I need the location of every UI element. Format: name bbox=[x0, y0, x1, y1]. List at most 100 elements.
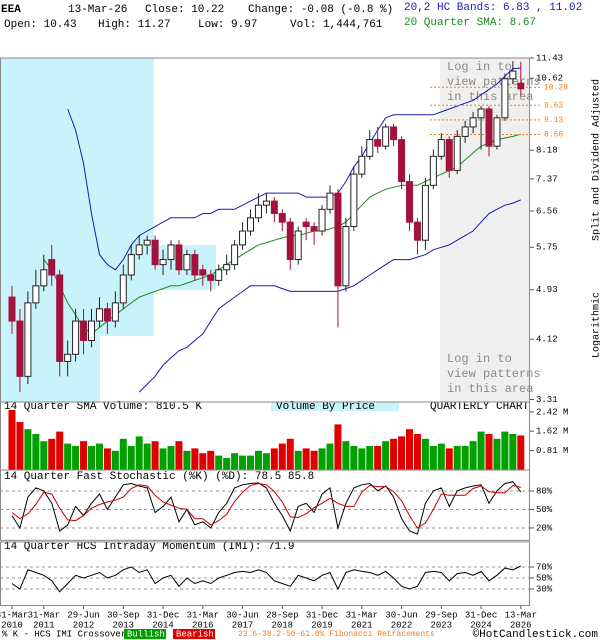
x-tick-label: 2010 bbox=[1, 620, 23, 630]
symbol: EEA bbox=[1, 4, 21, 16]
candle-body bbox=[429, 155, 437, 186]
candle-body bbox=[366, 139, 374, 157]
volume-bar bbox=[509, 434, 517, 470]
volume-title: 14 Quarter SMA Volume: 810.5 K bbox=[4, 401, 202, 413]
volume-bar bbox=[207, 450, 215, 470]
login-text: Log in to bbox=[447, 352, 512, 366]
candle-body bbox=[421, 184, 429, 241]
scale-label: Logarithmic bbox=[591, 292, 600, 358]
x-tick-label: 2016 bbox=[192, 620, 214, 630]
x-tick-label: 31-Mar bbox=[346, 610, 378, 620]
volume-bar bbox=[262, 453, 270, 470]
x-tick-label: 2022 bbox=[391, 620, 413, 630]
adjusted-label: Split and Dividend Adjusted bbox=[591, 79, 600, 241]
volume-bar bbox=[318, 448, 326, 470]
y-tick-label: 50% bbox=[536, 573, 553, 583]
candle-body bbox=[278, 213, 286, 223]
volume-bar bbox=[151, 441, 159, 470]
candle-body bbox=[143, 239, 151, 246]
candle-body bbox=[215, 269, 223, 281]
crossover-label: % K - HCS IMI Crossover, bbox=[2, 629, 132, 639]
volume-bar bbox=[429, 446, 437, 470]
candle-body bbox=[390, 126, 398, 141]
candle-body bbox=[461, 126, 469, 137]
x-tick-label: 2013 bbox=[112, 620, 134, 630]
candle-body bbox=[32, 285, 40, 304]
panel-frame bbox=[0, 541, 530, 607]
bearish-swatch bbox=[173, 629, 215, 639]
candle-body bbox=[119, 274, 127, 304]
volume-bar bbox=[239, 455, 247, 470]
volume-bar bbox=[191, 448, 199, 470]
candle-body bbox=[493, 117, 501, 147]
vbp-block bbox=[100, 58, 154, 336]
volume-bar bbox=[48, 438, 56, 470]
candle-body bbox=[167, 244, 175, 261]
volume-bar bbox=[493, 438, 501, 470]
fibonacci-legend: 23.6-38.2-50-61.8% Fibonacci Retracement… bbox=[238, 630, 435, 639]
fibonacci-label: 8.66 bbox=[544, 131, 563, 140]
candle-body bbox=[16, 320, 24, 377]
candle-body bbox=[239, 230, 247, 246]
copyright: ©HotCandlestick.com bbox=[473, 629, 599, 640]
vbp-label-bg bbox=[271, 402, 399, 411]
y-tick-label: 4.93 bbox=[536, 285, 558, 295]
volume-bar bbox=[461, 446, 469, 470]
x-tick-label: 31-Dec bbox=[465, 610, 497, 620]
open: Open: 10.43 bbox=[4, 19, 77, 31]
bullish-swatch bbox=[124, 629, 166, 639]
volume-bar bbox=[247, 455, 254, 470]
login-text: view patterns bbox=[447, 367, 541, 381]
x-tick-label: 2026 bbox=[510, 620, 532, 630]
candle-body bbox=[469, 117, 477, 128]
y-tick-label: 7.37 bbox=[536, 174, 558, 184]
volume-bar bbox=[358, 448, 366, 470]
volume-bar bbox=[72, 446, 80, 470]
volume-bar bbox=[453, 446, 461, 470]
volume-bar bbox=[366, 446, 374, 470]
candle-body bbox=[48, 259, 56, 276]
volume-bar bbox=[469, 441, 477, 470]
candle-body bbox=[294, 230, 302, 261]
volume-bar bbox=[40, 441, 48, 470]
candle-body bbox=[509, 70, 517, 80]
volume-bar bbox=[517, 435, 525, 470]
overlay-line bbox=[138, 199, 521, 393]
fibonacci-label: 10.28 bbox=[544, 83, 568, 92]
candle-body bbox=[485, 108, 493, 147]
vbp-label: Volume By Price bbox=[276, 401, 375, 413]
volume-bar bbox=[103, 448, 111, 470]
fibonacci-label: 9.63 bbox=[544, 101, 563, 110]
candle-body bbox=[247, 217, 254, 232]
candle-body bbox=[103, 308, 111, 322]
low: Low: 9.97 bbox=[198, 19, 257, 31]
candle-body bbox=[175, 244, 183, 271]
volume-bar bbox=[501, 431, 509, 470]
candle-body bbox=[80, 320, 88, 342]
indicator-line bbox=[11, 481, 522, 535]
volume-bar bbox=[437, 443, 445, 470]
volume-bar bbox=[56, 431, 64, 470]
volume-bar bbox=[95, 443, 103, 470]
y-tick-label: 70% bbox=[536, 562, 553, 572]
x-tick-label: 2012 bbox=[73, 620, 95, 630]
volume-bar bbox=[390, 438, 398, 470]
high: High: 11.27 bbox=[98, 19, 171, 31]
login-text: view patterns bbox=[447, 75, 541, 89]
candle-body bbox=[453, 135, 461, 171]
imi-title: 14 Quarter HCS Intraday Momentum (IMI): … bbox=[4, 541, 294, 553]
volume-bar bbox=[80, 441, 88, 470]
y-tick-label: 50% bbox=[536, 505, 553, 515]
volume-bar bbox=[16, 422, 24, 470]
volume-bar bbox=[175, 441, 183, 470]
volume-bar bbox=[127, 446, 135, 470]
x-tick-label: 31-Dec bbox=[147, 610, 179, 620]
candle-body bbox=[88, 320, 95, 342]
volume-bar bbox=[421, 438, 429, 470]
candle-body bbox=[342, 226, 350, 287]
x-tick-label: 30-Jun bbox=[226, 610, 258, 620]
x-tick-label: 2017 bbox=[232, 620, 254, 630]
y-tick-label: 0.81 M bbox=[536, 446, 568, 456]
y-tick-label: 11.43 bbox=[536, 53, 563, 63]
